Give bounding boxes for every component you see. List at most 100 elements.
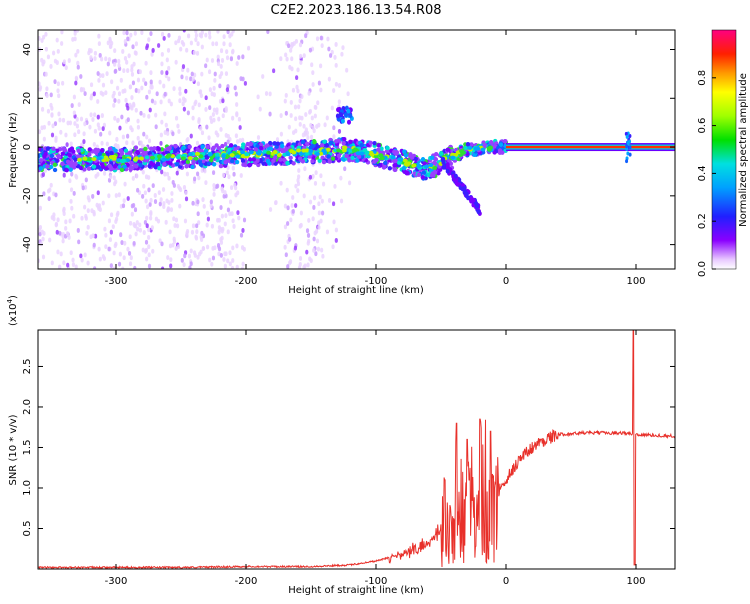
spectral-core-point [432, 166, 438, 171]
spectral-spike-point [625, 134, 629, 139]
spectral-ridge-point [291, 161, 296, 166]
spectral-noise-point [232, 171, 236, 177]
spectral-ridge-point [498, 142, 504, 147]
spectral-noise-point [167, 175, 171, 181]
spectral-core-point [398, 157, 404, 162]
spectral-noise-point [189, 248, 193, 254]
spectral-noise-point [123, 181, 127, 187]
x-tick-label: -300 [105, 276, 128, 287]
spectral-noise-point [83, 252, 87, 258]
spectral-noise-point [130, 211, 134, 217]
spectral-branch-point [445, 168, 450, 174]
spectral-noise-point [298, 53, 303, 59]
spectral-noise-point [222, 34, 226, 40]
spectral-noise-point [116, 117, 120, 123]
spectral-noise-point [39, 241, 43, 247]
spectral-noise-point [77, 102, 81, 108]
spectral-noise-point [169, 257, 173, 263]
spectral-noise-point [72, 110, 76, 116]
x-tick-label: -100 [365, 576, 388, 587]
spectral-noise-point [96, 190, 100, 196]
spectral-noise-point [165, 171, 170, 177]
spectral-noise-point [279, 113, 283, 118]
spectral-noise-point [121, 266, 125, 269]
spectral-noise-point [298, 256, 303, 261]
spectral-noise-point [61, 238, 65, 244]
spectral-noise-point [141, 247, 145, 253]
spectral-noise-point [231, 165, 235, 171]
spectral-noise-point [114, 193, 118, 198]
spectrogram-frame [37, 29, 676, 270]
spectral-noise-point [109, 263, 113, 269]
spectral-noise-point [225, 49, 229, 55]
spectral-noise-point [182, 262, 186, 268]
spectral-noise-point [97, 41, 101, 47]
spectral-noise-point [261, 74, 265, 79]
spectral-noise-point [153, 199, 158, 204]
spectral-noise-point [212, 107, 217, 113]
spectral-core-point [450, 155, 456, 160]
spectral-noise-point [160, 51, 164, 57]
colorbar-tick-label: 0.4 [697, 165, 708, 181]
spectral-branch-point [464, 193, 469, 199]
spectral-noise-point [217, 225, 222, 231]
spectral-noise-point [167, 32, 171, 38]
spectral-ridge-point [328, 140, 334, 146]
spectral-ridge-point [107, 146, 113, 151]
spectral-noise-point [213, 77, 217, 83]
snr-x-ticks: -300 -200 -100 0 100 [105, 330, 646, 587]
spectral-noise-point [316, 246, 321, 252]
spectral-noise-point [59, 251, 63, 257]
spectral-noise-point [313, 113, 317, 119]
spectral-noise-point [182, 185, 187, 190]
spectral-noise-point [187, 253, 192, 259]
spectral-ridge-point [241, 162, 246, 167]
spectral-noise-point [288, 259, 293, 265]
spectral-noise-point [274, 200, 278, 205]
spectral-ridge-point [409, 155, 415, 160]
spectral-noise-point [130, 95, 134, 100]
spectral-noise-point [303, 166, 307, 172]
spectral-noise-point [297, 104, 301, 110]
spectral-noise-point [131, 140, 135, 146]
spectral-noise-point [291, 87, 296, 93]
spectral-noise-point [131, 44, 135, 50]
spectral-noise-point [150, 225, 154, 231]
y-tick-label: -40 [22, 236, 33, 252]
spectral-noise-point [264, 91, 269, 96]
spectral-noise-point [327, 198, 332, 203]
spectral-noise-point [139, 110, 143, 116]
spectral-noise-point [113, 48, 117, 54]
spectral-noise-point [288, 64, 292, 70]
spectral-noise-point [287, 43, 291, 49]
spectral-ridge-point [275, 141, 281, 146]
spectral-noise-point [299, 210, 303, 216]
spectral-noise-point [340, 51, 344, 57]
spectral-noise-point [56, 48, 60, 54]
spectral-noise-point [346, 91, 350, 97]
spectral-noise-point [149, 210, 153, 215]
spectral-noise-point [325, 115, 329, 121]
spectral-noise-point [214, 41, 219, 47]
spectral-noise-point [142, 183, 146, 189]
spectral-noise-point [122, 30, 126, 36]
spectral-noise-point [158, 238, 162, 244]
spectral-noise-point [149, 197, 153, 203]
spectral-noise-point [212, 192, 216, 197]
spectral-ridge-point [300, 159, 306, 164]
spectral-noise-point [233, 85, 237, 91]
spectral-core-point [214, 155, 220, 160]
spectral-noise-point [181, 42, 186, 47]
spectral-noise-point [241, 137, 245, 143]
spectral-noise-point [65, 142, 69, 148]
spectral-noise-point [50, 113, 54, 118]
spectral-noise-point [185, 47, 189, 53]
spectral-noise-point [298, 98, 302, 104]
spectral-noise-point [325, 229, 330, 235]
spectral-noise-point [130, 67, 134, 73]
spectral-noise-point [181, 101, 185, 107]
spectral-noise-point [93, 233, 98, 239]
spectral-noise-point [209, 115, 213, 121]
spectral-noise-point [107, 246, 111, 252]
spectral-ridge-point [62, 147, 67, 152]
